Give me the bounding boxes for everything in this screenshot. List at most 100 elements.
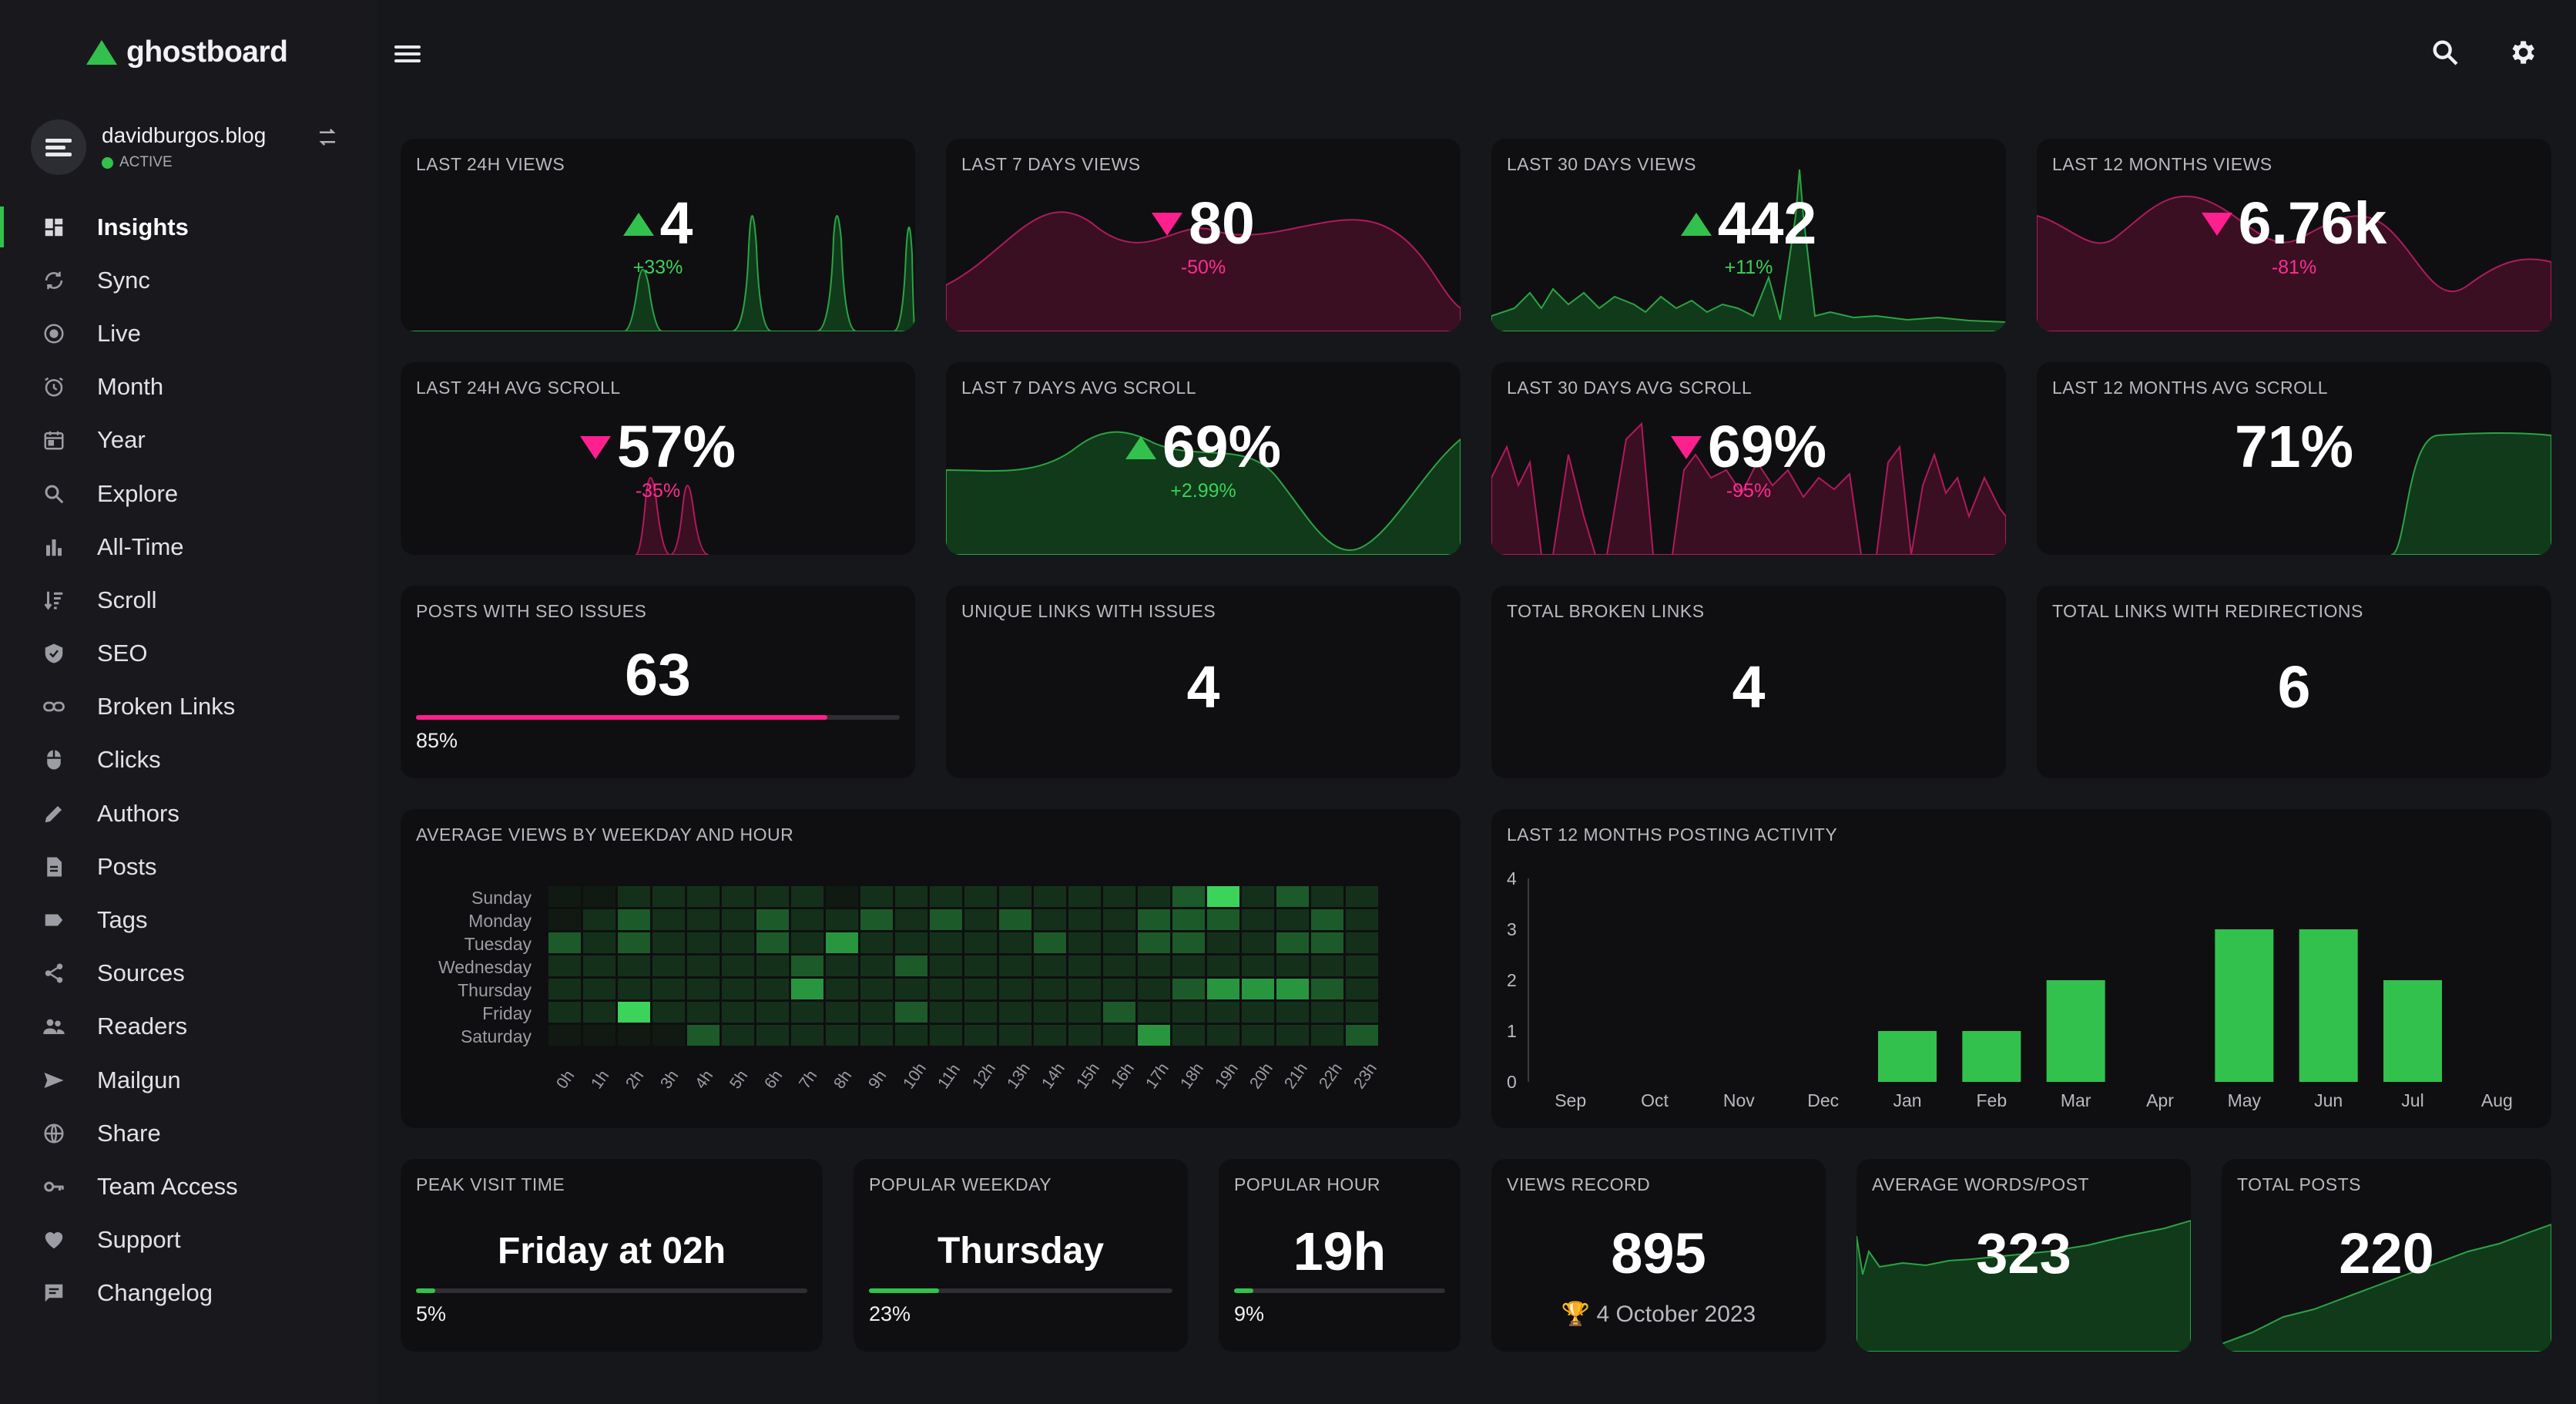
heatmap-cell[interactable]: [860, 886, 893, 907]
heatmap-cell[interactable]: [1138, 886, 1170, 907]
heatmap-cell[interactable]: [930, 1002, 962, 1023]
heatmap-cell[interactable]: [1346, 932, 1378, 953]
heatmap-cell[interactable]: [687, 979, 719, 999]
bar-jan[interactable]: [1878, 1031, 1937, 1082]
heatmap-cell[interactable]: [548, 956, 581, 976]
heatmap-cell[interactable]: [1068, 932, 1101, 953]
sidebar-item-team-access[interactable]: Team Access: [0, 1160, 377, 1213]
card-scroll-30d[interactable]: LAST 30 DAYS AVG SCROLL 69% -95%: [1491, 362, 2006, 555]
heatmap-cell[interactable]: [1276, 909, 1309, 930]
heatmap-cell[interactable]: [652, 909, 685, 930]
sidebar-item-seo[interactable]: SEO: [0, 627, 377, 680]
heatmap-cell[interactable]: [548, 1002, 581, 1023]
heatmap-cell[interactable]: [583, 1002, 615, 1023]
heatmap-cell[interactable]: [826, 909, 858, 930]
heatmap-cell[interactable]: [1172, 956, 1205, 976]
heatmap-cell[interactable]: [618, 1025, 650, 1046]
heatmap-cell[interactable]: [1242, 956, 1274, 976]
heatmap-cell[interactable]: [1207, 1025, 1239, 1046]
heatmap-cell[interactable]: [722, 886, 754, 907]
heatmap-cell[interactable]: [1068, 1002, 1101, 1023]
heatmap-cell[interactable]: [722, 956, 754, 976]
heatmap-cell[interactable]: [583, 1025, 615, 1046]
heatmap-cell[interactable]: [583, 932, 615, 953]
heatmap-cell[interactable]: [791, 1002, 823, 1023]
heatmap-cell[interactable]: [999, 1002, 1031, 1023]
heatmap-cell[interactable]: [756, 956, 789, 976]
heatmap-cell[interactable]: [999, 956, 1031, 976]
heatmap-cell[interactable]: [1103, 979, 1135, 999]
gear-icon[interactable]: [2507, 37, 2537, 72]
heatmap-cell[interactable]: [583, 886, 615, 907]
heatmap-cell[interactable]: [895, 886, 927, 907]
heatmap-cell[interactable]: [1346, 979, 1378, 999]
heatmap-cell[interactable]: [1034, 1025, 1066, 1046]
sidebar-item-clicks[interactable]: Clicks: [0, 734, 377, 787]
heatmap-cell[interactable]: [860, 1002, 893, 1023]
heatmap-cell[interactable]: [548, 979, 581, 999]
heatmap-cell[interactable]: [756, 979, 789, 999]
heatmap-cell[interactable]: [826, 932, 858, 953]
heatmap-cell[interactable]: [1276, 932, 1309, 953]
heatmap-cell[interactable]: [826, 956, 858, 976]
card-scroll-12m[interactable]: LAST 12 MONTHS AVG SCROLL 71%: [2037, 362, 2551, 555]
heatmap-cell[interactable]: [1242, 979, 1274, 999]
heatmap-cell[interactable]: [1138, 979, 1170, 999]
card-scroll-7d[interactable]: LAST 7 DAYS AVG SCROLL 69% +2.99%: [946, 362, 1461, 555]
heatmap-cell[interactable]: [964, 886, 997, 907]
heatmap-cell[interactable]: [618, 1002, 650, 1023]
heatmap-cell[interactable]: [860, 979, 893, 999]
card-broken-links[interactable]: TOTAL BROKEN LINKS 4: [1491, 586, 2006, 778]
heatmap-cell[interactable]: [1138, 1002, 1170, 1023]
heatmap-cell[interactable]: [618, 886, 650, 907]
sidebar-item-support[interactable]: Support: [0, 1214, 377, 1267]
heatmap-cell[interactable]: [964, 932, 997, 953]
bar-feb[interactable]: [1962, 1031, 2021, 1082]
heatmap-cell[interactable]: [1068, 979, 1101, 999]
heatmap-cell[interactable]: [1207, 886, 1239, 907]
card-peak-visit[interactable]: PEAK VISIT TIME Friday at 02h 5%: [401, 1159, 823, 1352]
card-popular-weekday[interactable]: POPULAR WEEKDAY Thursday 23%: [854, 1159, 1188, 1352]
sidebar-item-changelog[interactable]: Changelog: [0, 1267, 377, 1320]
heatmap-cell[interactable]: [860, 956, 893, 976]
card-popular-hour[interactable]: POPULAR HOUR 19h 9%: [1219, 1159, 1461, 1352]
card-average-words[interactable]: AVERAGE WORDS/POST 323: [1857, 1159, 2191, 1352]
heatmap-cell[interactable]: [791, 979, 823, 999]
heatmap-cell[interactable]: [1068, 1025, 1101, 1046]
heatmap-cell[interactable]: [1242, 909, 1274, 930]
heatmap-cell[interactable]: [930, 1025, 962, 1046]
heatmap-cell[interactable]: [618, 979, 650, 999]
heatmap-cell[interactable]: [895, 1002, 927, 1023]
heatmap-cell[interactable]: [964, 1025, 997, 1046]
sidebar-item-sync[interactable]: Sync: [0, 254, 377, 307]
heatmap-cell[interactable]: [860, 1025, 893, 1046]
bar-mar[interactable]: [2046, 980, 2105, 1082]
heatmap-cell[interactable]: [722, 909, 754, 930]
sidebar-item-year[interactable]: Year: [0, 414, 377, 467]
heatmap-cell[interactable]: [791, 909, 823, 930]
card-views-30d[interactable]: LAST 30 DAYS VIEWS 442 +11%: [1491, 139, 2006, 331]
heatmap-cell[interactable]: [1346, 1025, 1378, 1046]
heatmap-cell[interactable]: [791, 886, 823, 907]
heatmap-cell[interactable]: [1207, 979, 1239, 999]
bar-jun[interactable]: [2299, 929, 2358, 1082]
search-icon[interactable]: [2430, 37, 2460, 72]
heatmap-cell[interactable]: [1103, 1025, 1135, 1046]
heatmap-cell[interactable]: [895, 956, 927, 976]
heatmap-cell[interactable]: [1103, 956, 1135, 976]
heatmap-cell[interactable]: [1103, 909, 1135, 930]
heatmap-cell[interactable]: [1207, 909, 1239, 930]
heatmap-cell[interactable]: [826, 979, 858, 999]
heatmap-cell[interactable]: [618, 932, 650, 953]
heatmap-cell[interactable]: [1242, 1002, 1274, 1023]
heatmap-cell[interactable]: [895, 932, 927, 953]
sidebar-item-posts[interactable]: Posts: [0, 840, 377, 893]
heatmap-cell[interactable]: [687, 886, 719, 907]
heatmap-cell[interactable]: [756, 909, 789, 930]
heatmap-cell[interactable]: [1103, 886, 1135, 907]
heatmap-cell[interactable]: [1242, 932, 1274, 953]
bar-jul[interactable]: [2383, 980, 2442, 1082]
heatmap-cell[interactable]: [722, 932, 754, 953]
sidebar-item-insights[interactable]: Insights: [0, 200, 377, 254]
heatmap-cell[interactable]: [964, 909, 997, 930]
